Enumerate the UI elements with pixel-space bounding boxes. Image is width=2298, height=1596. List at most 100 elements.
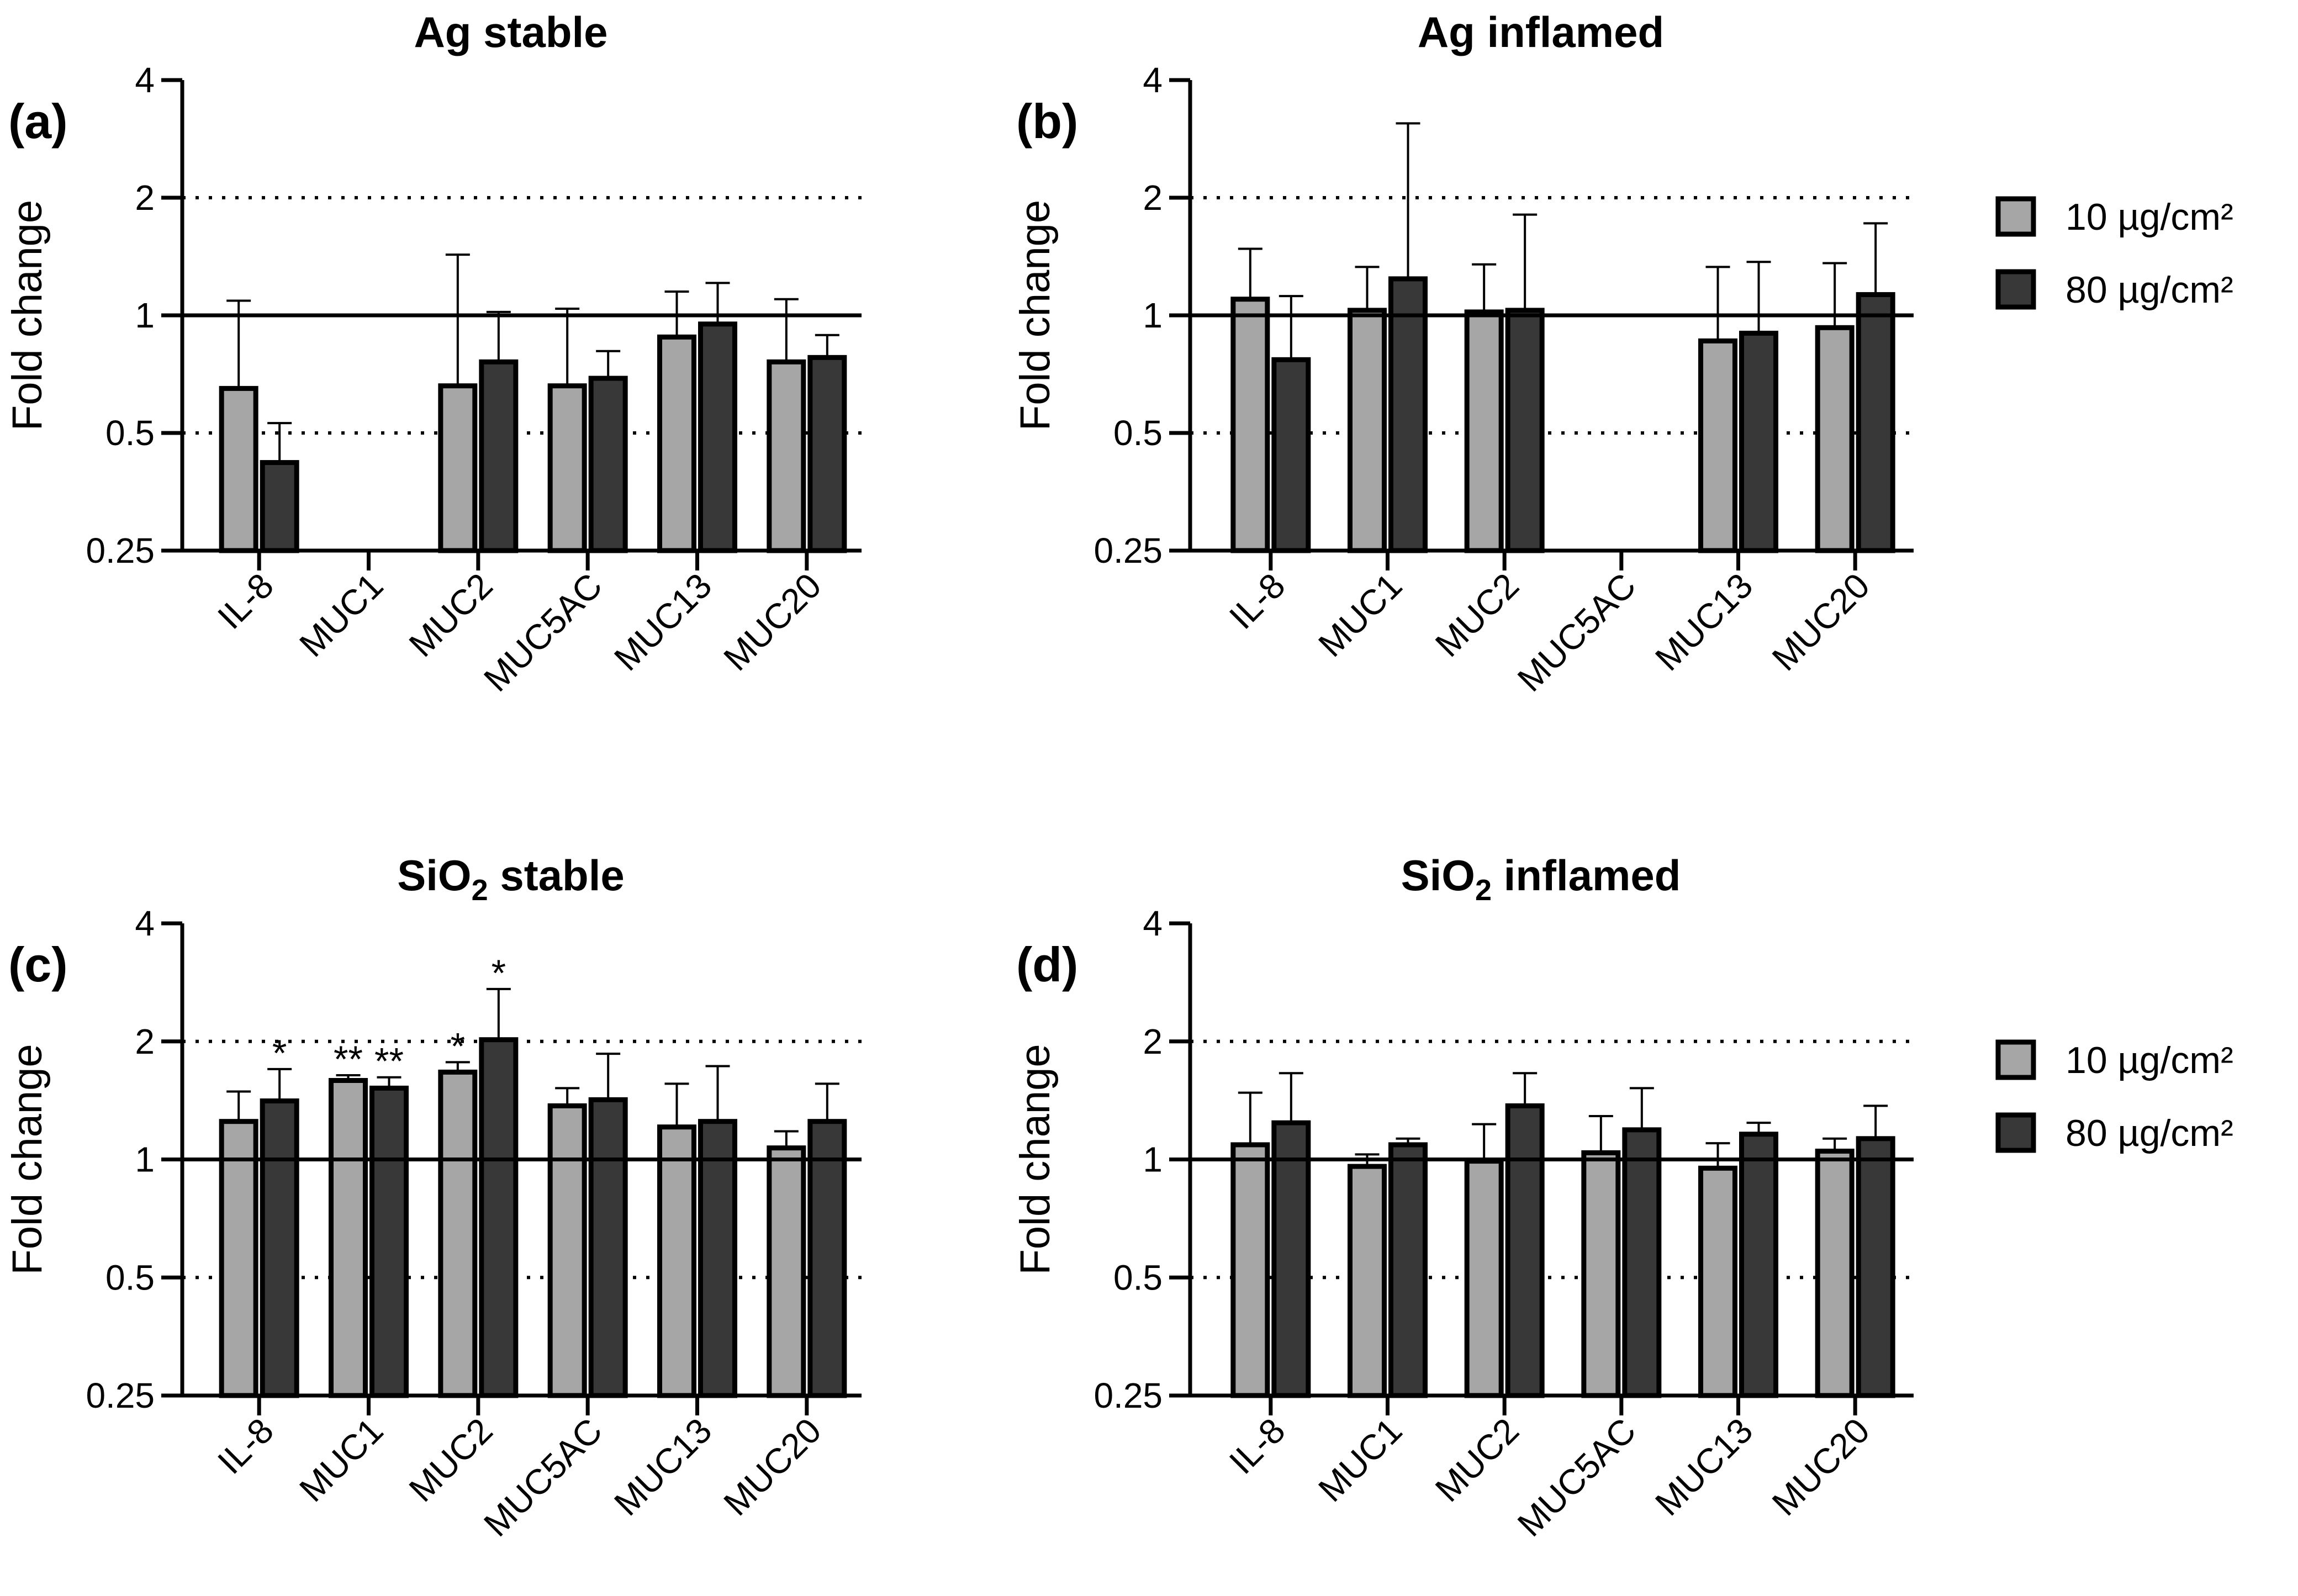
y-axis-label: Fold change	[1012, 200, 1059, 431]
x-tick-label: IL-8	[210, 1410, 281, 1482]
bar-muc13-series-2	[1739, 1132, 1778, 1398]
significance-marker: *	[272, 1032, 287, 1074]
bar-muc2-series-2	[479, 1037, 519, 1398]
legend-swatch	[1995, 269, 2036, 310]
legend-1: 10 µg/cm² 80 µg/cm²	[1995, 196, 2233, 311]
bar-muc2-series-1	[438, 1069, 478, 1398]
x-tick-label: MUC1	[292, 566, 390, 664]
legend-2: 10 µg/cm² 80 µg/cm²	[1995, 1039, 2233, 1154]
x-tick-label: MUC5AC	[1510, 566, 1644, 699]
legend-entry-label: 80 µg/cm²	[2065, 1112, 2233, 1154]
panel-label: (d)	[1016, 937, 1078, 992]
x-tick-label: MUC13	[606, 1410, 719, 1523]
bar-muc5ac-series-1	[547, 383, 587, 553]
x-tick-label: MUC13	[1647, 1410, 1760, 1523]
y-tick-label: 0.25	[1093, 1376, 1163, 1415]
x-tick-label: MUC13	[606, 566, 719, 678]
bar-muc1-series-2	[1388, 276, 1428, 553]
x-tick-label: MUC2	[402, 566, 500, 664]
y-tick-label: 4	[1143, 60, 1163, 100]
y-tick-label: 2	[135, 1022, 155, 1061]
legend-entry-label: 10 µg/cm²	[2065, 196, 2233, 238]
bar-muc1-series-1	[329, 1077, 368, 1398]
legend-swatch	[1995, 1112, 2036, 1153]
y-tick-label: 2	[135, 178, 155, 218]
y-axis-label: Fold change	[4, 1044, 51, 1275]
y-tick-label: 0.25	[1093, 531, 1163, 570]
x-tick-label: MUC1	[1311, 566, 1409, 664]
y-tick-label: 0.5	[1113, 1257, 1163, 1297]
significance-marker: **	[374, 1040, 404, 1082]
bar-muc13-series-1	[1698, 338, 1737, 553]
bar-muc13-series-1	[657, 1124, 696, 1398]
bar-muc20-series-1	[1815, 325, 1855, 553]
significance-marker: *	[451, 1025, 465, 1067]
y-tick-label: 0.25	[86, 531, 155, 570]
bar-muc2-series-1	[438, 383, 478, 553]
bar-muc2-series-2	[1505, 308, 1545, 553]
bar-il-8-series-2	[260, 460, 299, 553]
panel-label: (b)	[1016, 94, 1078, 149]
bar-il-8-series-2	[260, 1098, 299, 1398]
x-tick-label: MUC5AC	[476, 1410, 610, 1544]
x-tick-label: MUC20	[1765, 1410, 1877, 1523]
bar-muc1-series-1	[1348, 1164, 1387, 1398]
chart-title: SiO2 stable	[397, 851, 625, 907]
chart-title: Ag inflamed	[1418, 8, 1664, 56]
bar-muc5ac-series-1	[547, 1103, 587, 1398]
panel-label: (a)	[8, 94, 68, 149]
x-tick-label: IL-8	[1222, 1410, 1293, 1482]
bar-muc2-series-2	[479, 359, 519, 553]
x-tick-label: MUC13	[1647, 566, 1760, 678]
bar-muc13-series-2	[1739, 330, 1778, 553]
x-tick-label: MUC2	[402, 1410, 500, 1509]
bar-muc20-series-1	[1815, 1148, 1855, 1398]
bar-muc2-series-2	[1505, 1103, 1545, 1398]
chart-panel-d: SiO2 inflamed (d) Fold change 0.25 0.5 1 2 4 IL-…	[1012, 851, 1914, 1544]
x-tick-label: MUC2	[1428, 1410, 1526, 1509]
y-axis-label: Fold change	[1012, 1044, 1059, 1275]
chart-title: SiO2 inflamed	[1401, 851, 1681, 907]
bar-muc5ac-series-2	[1622, 1127, 1662, 1398]
bar-muc20-series-2	[807, 1119, 847, 1398]
y-tick-label: 2	[1143, 178, 1163, 218]
x-tick-label: MUC5AC	[1510, 1410, 1644, 1544]
bar-il-8-series-2	[1271, 1120, 1311, 1398]
x-tick-label: MUC1	[292, 1410, 390, 1509]
bar-muc5ac-series-2	[588, 1097, 628, 1398]
y-tick-label: 1	[1143, 295, 1163, 335]
y-tick-label: 0.5	[1113, 413, 1163, 453]
bar-muc1-series-1	[1348, 308, 1387, 553]
y-tick-label: 1	[135, 295, 155, 335]
bar-muc20-series-1	[767, 359, 806, 553]
x-tick-label: IL-8	[210, 566, 281, 637]
panel-label: (c)	[8, 937, 68, 992]
y-tick-label: 2	[1143, 1022, 1163, 1061]
legend-swatch	[1995, 196, 2036, 237]
x-tick-label: IL-8	[1222, 566, 1293, 637]
x-tick-label: MUC20	[716, 566, 828, 678]
y-tick-label: 0.5	[105, 1257, 155, 1297]
legend-entry-label: 80 µg/cm²	[2065, 269, 2233, 311]
bar-muc1-series-2	[369, 1085, 409, 1398]
x-tick-label: MUC20	[716, 1410, 828, 1523]
y-tick-label: 0.25	[86, 1376, 155, 1415]
chart-panel-b: Ag inflamed (b) Fold change 0.25 0.5 1 2 4 IL-8 M…	[1012, 8, 1914, 699]
chart-title: Ag stable	[414, 8, 607, 56]
bar-muc2-series-1	[1464, 1159, 1504, 1398]
y-tick-label: 4	[1143, 903, 1163, 943]
bar-il-8-series-1	[1230, 1142, 1270, 1398]
bar-muc13-series-2	[698, 1119, 737, 1398]
x-tick-label: MUC20	[1765, 566, 1877, 678]
y-axis-label: Fold change	[4, 200, 51, 431]
legend-swatch	[1995, 1039, 2036, 1080]
y-tick-label: 4	[135, 60, 155, 100]
y-tick-label: 1	[135, 1140, 155, 1180]
bar-muc20-series-2	[807, 355, 847, 553]
significance-marker: **	[334, 1038, 363, 1080]
significance-marker: *	[492, 952, 506, 994]
y-tick-label: 0.5	[105, 413, 155, 453]
